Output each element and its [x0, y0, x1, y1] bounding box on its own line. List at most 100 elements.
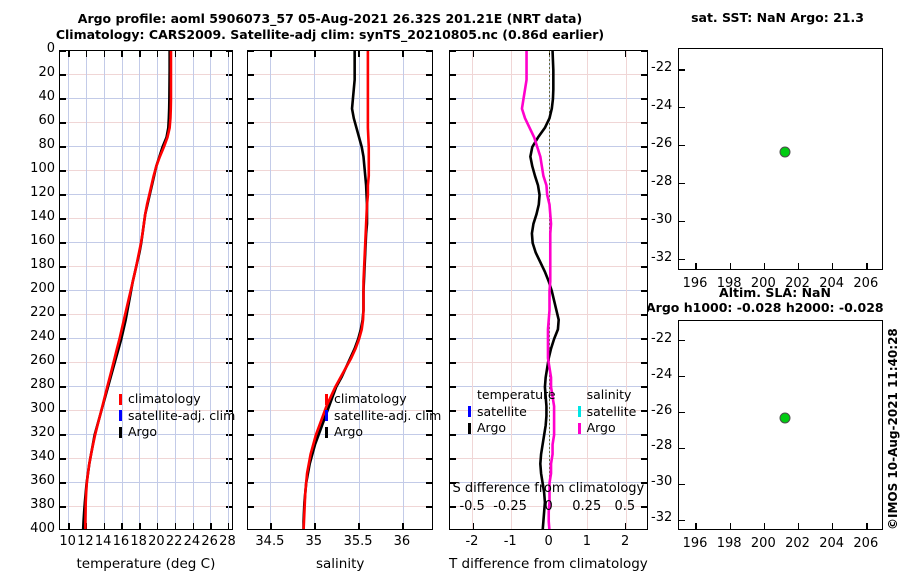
- x-tick: [402, 523, 404, 529]
- depth-tick: [60, 51, 66, 52]
- sdiff-tick-label: -0.25: [493, 499, 527, 514]
- x-gridline: [68, 51, 70, 529]
- x-tick-label: 24: [183, 534, 201, 549]
- x-tick: [68, 523, 70, 529]
- depth-tick: [450, 170, 456, 172]
- depth-gridline-minor: [60, 506, 232, 507]
- depth-gridline-minor: [60, 74, 232, 75]
- depth-tick-label: 120: [30, 185, 55, 200]
- depth-tick-label: 160: [30, 233, 55, 248]
- sdiff-gridline-minor: [472, 51, 474, 529]
- depth-tick: [426, 506, 432, 508]
- depth-gridline: [248, 290, 432, 291]
- depth-tick-label: 280: [30, 377, 55, 392]
- lat-tick: [679, 145, 685, 147]
- depth-tick: [248, 194, 254, 196]
- depth-tick: [248, 146, 254, 148]
- depth-tick: [450, 290, 456, 292]
- depth-gridline: [60, 194, 232, 195]
- depth-tick: [248, 506, 254, 508]
- copyright-label: ©IMOS 10-Aug-2021 11:40:28: [886, 328, 900, 530]
- lon-tick-label: 204: [819, 276, 845, 291]
- legend-column: temperature satellite Argo: [468, 387, 556, 437]
- depth-tick: [641, 242, 647, 244]
- legend-item: Argo: [577, 420, 637, 437]
- x-tick: [121, 51, 123, 57]
- legend-column: salinity satellite Argo: [577, 387, 637, 437]
- depth-tick: [426, 122, 432, 124]
- series-argo-s-difference: [520, 51, 556, 529]
- depth-tick: [450, 122, 456, 124]
- depth-tick: [450, 242, 456, 244]
- depth-tick: [641, 218, 647, 220]
- legend-item: Argo: [119, 424, 235, 441]
- x-tick: [103, 51, 106, 57]
- depth-gridline-minor: [248, 458, 432, 459]
- depth-tick-label: 60: [38, 113, 55, 128]
- main-title: Argo profile: aoml 5906073_57 05-Aug-202…: [0, 11, 660, 43]
- depth-tick-label: 400: [30, 521, 55, 536]
- depth-tick: [60, 98, 66, 100]
- lat-tick: [679, 447, 685, 450]
- depth-tick-label: 100: [30, 161, 55, 176]
- depth-gridline: [60, 98, 232, 99]
- difference-legend: temperature satellite Argo salinity satellit…: [468, 387, 636, 437]
- depth-gridline: [450, 98, 647, 99]
- x-gridline: [228, 51, 230, 529]
- depth-tick: [641, 122, 647, 124]
- depth-gridline-minor: [60, 170, 232, 171]
- depth-tick: [641, 458, 647, 460]
- x-tick: [270, 51, 272, 57]
- lat-tick: [679, 483, 685, 485]
- temperature-legend: climatology satellite-adj. clim Argo: [119, 391, 235, 441]
- depth-tick: [450, 386, 456, 388]
- depth-tick: [60, 290, 66, 292]
- depth-tick: [60, 170, 66, 172]
- lon-tick-label: 206: [853, 276, 879, 291]
- legend-label: climatology: [128, 391, 201, 406]
- depth-tick: [248, 218, 254, 220]
- x-tick: [157, 51, 159, 57]
- lon-tick: [763, 523, 766, 529]
- legend-label: Argo: [334, 424, 364, 439]
- depth-tick: [60, 266, 66, 268]
- depth-tick-label: 220: [30, 305, 55, 320]
- legend-swatch-icon: [325, 410, 328, 422]
- depth-gridline-minor: [60, 314, 232, 315]
- depth-tick: [641, 482, 647, 484]
- x-tick: [210, 523, 212, 529]
- legend-label: satellite: [477, 403, 527, 419]
- depth-tick: [248, 266, 254, 268]
- sst-panel-title: sat. SST: NaN Argo: 21.3: [691, 10, 864, 25]
- x-tick: [358, 51, 360, 57]
- depth-tick: [426, 98, 432, 100]
- salinity-axis-title: salinity: [316, 556, 365, 572]
- x-gridline: [121, 51, 123, 529]
- sdiff-tick-label: 0: [544, 499, 553, 514]
- depth-gridline-minor: [450, 458, 647, 459]
- x-tick-label: 34.5: [255, 534, 285, 549]
- depth-gridline: [248, 194, 432, 195]
- legend-swatch-icon: [119, 426, 122, 438]
- lon-tick-label: 198: [716, 536, 742, 551]
- depth-gridline-minor: [248, 314, 432, 315]
- legend-label: Argo: [477, 420, 507, 435]
- sdiff-gridline-minor: [510, 51, 512, 529]
- depth-tick: [60, 410, 66, 412]
- depth-tick: [60, 386, 66, 388]
- x-tick-label: 18: [130, 534, 147, 549]
- x-tick: [68, 51, 70, 57]
- depth-tick: [60, 146, 66, 148]
- x-tick-label: -2: [465, 534, 479, 549]
- depth-tick: [641, 434, 647, 436]
- legend-column-header: salinity: [586, 387, 632, 402]
- depth-gridline-minor: [60, 122, 232, 123]
- x-tick: [210, 51, 212, 57]
- x-tick: [228, 523, 230, 529]
- depth-tick-label: 0: [46, 41, 55, 56]
- depth-tick-label: 240: [30, 329, 55, 344]
- sdiff-axis-title: S difference from climatology: [452, 481, 645, 496]
- depth-tick: [248, 386, 254, 388]
- sdiff-gridline-minor: [625, 51, 627, 529]
- depth-gridline: [248, 242, 432, 243]
